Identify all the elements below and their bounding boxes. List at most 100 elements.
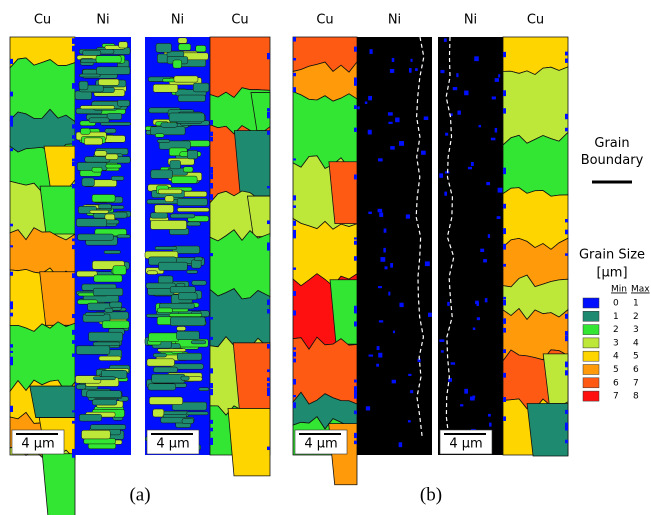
ni-speck [487, 234, 491, 238]
ni-grain [170, 213, 196, 219]
edge-speck [210, 427, 213, 432]
edge-speck [10, 350, 13, 353]
edge-speck [267, 130, 270, 135]
ni-grain [92, 341, 121, 347]
column-label: Cu [231, 13, 248, 28]
ni-grain [84, 137, 103, 146]
ni-grain [149, 396, 183, 405]
edge-speck [267, 52, 270, 57]
ni-grain [162, 414, 187, 418]
edge-speck [293, 358, 296, 363]
ni-speck [387, 112, 393, 116]
ni-speck [490, 137, 496, 141]
ni-grain [93, 287, 124, 296]
edge-speck [72, 244, 75, 250]
ni-grain [176, 198, 208, 206]
ni-speck [395, 117, 400, 123]
size-swatch [582, 324, 600, 335]
labels: Cu Ni 4 µm Ni Cu 4 µm Cu Ni 4 µm Ni Cu 4 µm (a) (b) Gr… [21, 13, 650, 506]
size-legend-title: Grain Size [579, 248, 645, 263]
ni-grain [104, 307, 114, 313]
ni-grain [154, 204, 174, 214]
edge-speck [10, 91, 13, 97]
ni-speck [496, 216, 501, 219]
ni-grain [83, 438, 116, 445]
ni-speck [475, 300, 479, 305]
ni-speck [377, 286, 382, 289]
grain-maps [9, 36, 632, 515]
edge-speck [354, 240, 357, 245]
ni-grain [94, 150, 107, 157]
ni-speck [450, 113, 453, 117]
edge-speck [10, 245, 13, 248]
ni-grain [154, 133, 165, 138]
caption: (b) [420, 484, 442, 505]
ni-speck [423, 116, 429, 121]
column-label: Cu [527, 13, 544, 28]
edge-speck [293, 57, 296, 61]
edge-speck [293, 195, 296, 201]
ni-speck [378, 352, 383, 358]
edge-speck [354, 410, 357, 415]
ni-grain [92, 399, 118, 406]
edge-speck [210, 368, 213, 374]
grain [526, 403, 569, 457]
edge-speck [565, 51, 568, 56]
edge-speck [10, 356, 13, 361]
edge-speck [72, 45, 75, 52]
edge-speck [72, 353, 75, 357]
ni-grain [145, 282, 176, 289]
ni-speck [476, 317, 481, 321]
ni-grain [170, 316, 206, 326]
ni-speck [369, 49, 373, 54]
edge-speck [354, 305, 357, 312]
min-value: 0 [613, 299, 619, 309]
ni-grain [81, 177, 95, 187]
ni-grain [177, 352, 203, 361]
ni-speck [456, 73, 459, 78]
ni-grain [151, 373, 186, 384]
size-swatch [582, 297, 600, 309]
max-value: 1 [633, 299, 639, 309]
edge-speck [503, 203, 506, 209]
edge-speck [354, 127, 357, 132]
ni-grain [148, 332, 180, 342]
ni-speck [415, 68, 418, 72]
ni-speck [398, 442, 403, 448]
ni-grain [81, 430, 111, 440]
edge-speck [565, 335, 568, 342]
ni-speck [410, 390, 414, 394]
grain [233, 130, 271, 197]
edge-speck [10, 223, 13, 227]
ni-speck [443, 38, 447, 42]
edge-speck [293, 87, 296, 93]
ni-grain [157, 139, 171, 143]
ni-grain [178, 43, 192, 51]
ni-grain [103, 250, 121, 254]
ni-grain [181, 418, 194, 424]
edge-speck [72, 273, 75, 279]
caption: (a) [129, 484, 150, 505]
ni-grain [158, 275, 174, 284]
ni-grain [187, 150, 198, 160]
edge-speck [267, 383, 270, 387]
ni-grain [198, 387, 210, 391]
ni-grain [91, 194, 116, 203]
ni-speck [480, 248, 485, 253]
max-value: 6 [633, 365, 639, 375]
grain [227, 408, 271, 477]
edge-speck [267, 55, 270, 60]
ni-speck [384, 266, 388, 270]
ni-grain [98, 203, 112, 209]
edge-speck [503, 416, 506, 421]
ni-speck [391, 379, 396, 384]
ni-grain [155, 43, 172, 53]
edge-speck [72, 340, 75, 344]
edge-speck [72, 83, 75, 89]
ni-grain [168, 112, 205, 123]
ni-speck [399, 302, 404, 308]
ni-speck [472, 327, 476, 330]
ni-speck [498, 74, 501, 78]
ni-speck [389, 68, 395, 73]
grain [502, 36, 569, 76]
